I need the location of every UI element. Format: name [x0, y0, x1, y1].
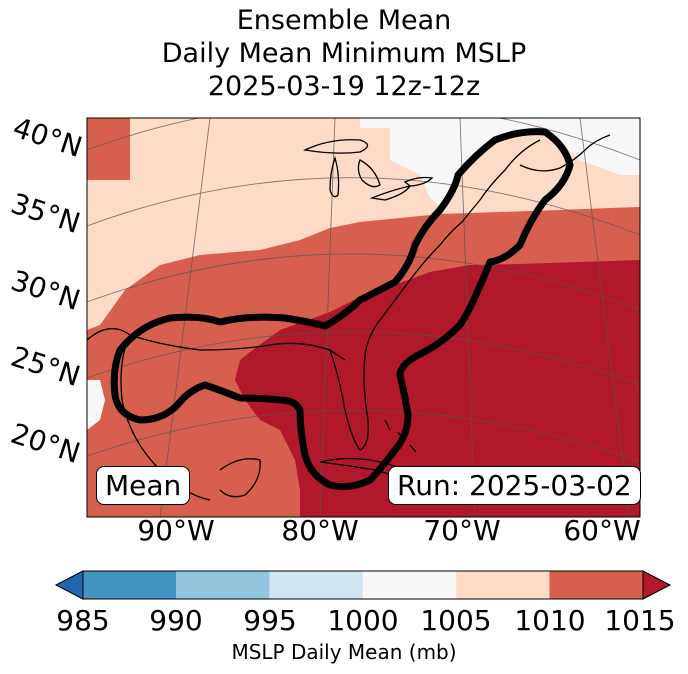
- colorbar-tick-985: 985: [56, 604, 110, 637]
- colorbar-swatch-1010: [549, 571, 643, 599]
- lon-label-60w: 60°W: [563, 514, 641, 547]
- map-title: Ensemble Mean Daily Mean Minimum MSLP 20…: [0, 4, 688, 103]
- gulf-coast: [87, 328, 346, 361]
- lake-huron: [357, 159, 381, 188]
- colorbar-swatch-1000: [362, 571, 457, 599]
- nova-scotia: [519, 134, 611, 172]
- colorbar-tick-995: 995: [243, 604, 297, 637]
- field-1000-1005: [360, 118, 640, 210]
- lake-ontario: [403, 176, 434, 187]
- colorbar-extend-high: [642, 570, 672, 600]
- colorbar-tick-1010: 1010: [514, 604, 586, 637]
- colorbar-swatch-990: [176, 571, 270, 599]
- colorbar-frame: [82, 570, 644, 600]
- field-over-1015: [235, 260, 640, 517]
- colorbar-tick-1000: 1000: [327, 604, 399, 637]
- colorbar-tick-1005: 1005: [420, 604, 492, 637]
- lon-label-80w: 80°W: [281, 514, 359, 547]
- yucatan: [219, 458, 261, 498]
- lake-superior: [302, 139, 369, 154]
- map-panel: [87, 118, 640, 517]
- title-line-3: 2025-03-19 12z-12z: [207, 71, 481, 102]
- lon-label-90w: 90°W: [137, 514, 215, 547]
- field-1000-1005-west: [87, 380, 105, 430]
- graticule: [87, 118, 640, 517]
- coastlines: [87, 134, 611, 501]
- colorbar-tick-1015: 1015: [604, 604, 676, 637]
- lon-label-70w: 70°W: [423, 514, 501, 547]
- florida: [329, 319, 381, 451]
- mean-label-box: Mean: [96, 466, 191, 505]
- title-line-1: Ensemble Mean: [236, 5, 452, 36]
- east-coast: [379, 139, 541, 321]
- colorbar-extend-low: [54, 570, 84, 600]
- run-date-box: Run: 2025-03-02: [388, 466, 641, 505]
- field-1005-1010: [87, 118, 640, 330]
- title-line-2: Daily Mean Minimum MSLP: [161, 38, 527, 69]
- colorbar: [54, 570, 672, 600]
- lake-michigan: [329, 155, 340, 198]
- map-frame: [86, 117, 641, 518]
- colorbar-tick-990: 990: [149, 604, 203, 637]
- colorbar-label: MSLP Daily Mean (mb): [231, 640, 457, 664]
- colorbar-swatch-985: [83, 571, 177, 599]
- colorbar-swatch-1005: [456, 571, 550, 599]
- mean-contour: [110, 128, 574, 491]
- colorbar-swatch-995: [269, 571, 363, 599]
